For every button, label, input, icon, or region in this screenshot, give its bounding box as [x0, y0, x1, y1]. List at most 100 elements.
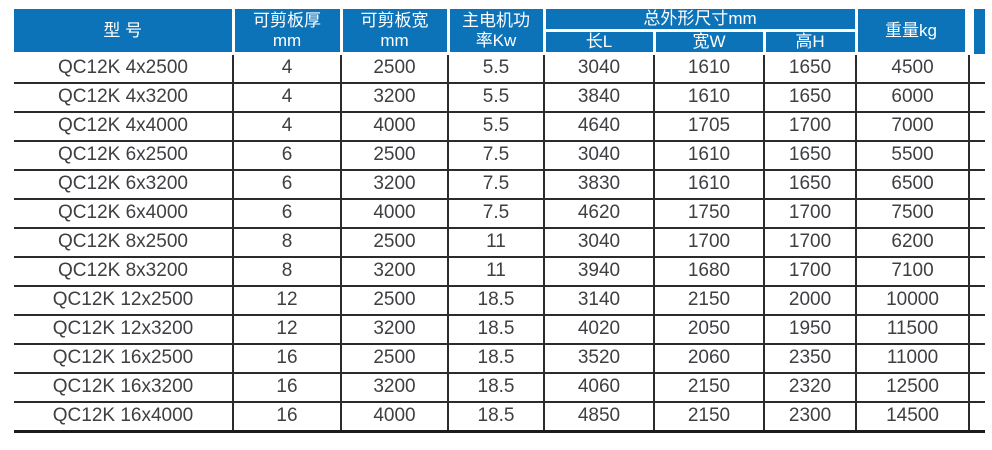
cell-thickness: 16 — [232, 402, 342, 433]
header-dimensions-group: 总外形尺寸mm — [542, 9, 858, 32]
spec-table: 型 号 可剪板厚 mm 可剪板宽 mm 主电机功 率Kw 总外形尺寸mm 重量k… — [14, 9, 986, 433]
cell-edge — [969, 199, 986, 229]
header-thickness-line1: 可剪板厚 — [253, 10, 321, 30]
cell-dim-height: 2350 — [762, 344, 858, 374]
cell-weight: 7100 — [855, 257, 971, 287]
header-edge-stripe — [964, 9, 986, 54]
cell-thickness: 16 — [232, 344, 342, 374]
cell-weight: 5500 — [855, 141, 971, 171]
page: 型 号 可剪板厚 mm 可剪板宽 mm 主电机功 率Kw 总外形尺寸mm 重量k… — [14, 9, 986, 433]
cell-dim-height: 1650 — [762, 83, 858, 113]
cell-model: QC12K 4x3200 — [14, 83, 234, 113]
cell-weight: 14500 — [855, 402, 971, 433]
cell-weight: 11000 — [855, 344, 971, 374]
cell-edge — [969, 170, 986, 200]
cell-dim-width: 2150 — [653, 373, 765, 403]
cell-dim-length: 3040 — [543, 53, 655, 84]
cell-edge — [969, 83, 986, 113]
table-row: QC12K 6x4000 6 4000 7.5 4620 1750 1700 7… — [14, 199, 986, 229]
header-power-line1: 主电机功 — [462, 10, 530, 30]
cell-edge — [969, 141, 986, 171]
header-row-sub: 长L 宽W 高H — [14, 29, 985, 55]
cell-dim-length: 4850 — [543, 402, 655, 433]
table-row: QC12K 4x2500 4 2500 5.5 3040 1610 1650 4… — [14, 53, 986, 84]
cell-width: 2500 — [340, 344, 449, 374]
cell-power: 5.5 — [447, 112, 545, 142]
cell-model: QC12K 6x2500 — [14, 141, 234, 171]
cell-weight: 11500 — [855, 315, 971, 345]
cell-width: 3200 — [340, 83, 449, 113]
cell-model: QC12K 4x4000 — [14, 112, 234, 142]
cell-power: 18.5 — [447, 373, 545, 403]
cell-power: 18.5 — [447, 344, 545, 374]
cell-width: 3200 — [340, 373, 449, 403]
cell-thickness: 4 — [232, 53, 342, 84]
cell-dim-height: 1700 — [762, 112, 858, 142]
cell-weight: 4500 — [855, 53, 971, 84]
cell-dim-height: 1700 — [762, 228, 858, 258]
cell-edge — [969, 257, 986, 287]
cell-dim-width: 1700 — [653, 228, 765, 258]
cell-width: 2500 — [340, 286, 449, 316]
cell-thickness: 6 — [232, 141, 342, 171]
cell-thickness: 6 — [232, 199, 342, 229]
cell-width: 2500 — [340, 141, 449, 171]
table-row: QC12K 6x3200 6 3200 7.5 3830 1610 1650 6… — [14, 170, 986, 200]
table-row: QC12K 8x2500 8 2500 11 3040 1700 1700 62… — [14, 228, 986, 258]
cell-dim-width: 2060 — [653, 344, 765, 374]
cell-model: QC12K 6x3200 — [14, 170, 234, 200]
cell-dim-length: 4060 — [543, 373, 655, 403]
cell-dim-length: 4620 — [543, 199, 655, 229]
cell-model: QC12K 16x4000 — [14, 402, 234, 433]
cell-dim-width: 1750 — [653, 199, 765, 229]
table-row: QC12K 4x4000 4 4000 5.5 4640 1705 1700 7… — [14, 112, 986, 142]
cell-model: QC12K 16x2500 — [14, 344, 234, 374]
cell-model: QC12K 8x3200 — [14, 257, 234, 287]
cell-thickness: 8 — [232, 228, 342, 258]
cell-dim-height: 1950 — [762, 315, 858, 345]
cell-model: QC12K 12x2500 — [14, 286, 234, 316]
table-row: QC12K 12x2500 12 2500 18.5 3140 2150 200… — [14, 286, 986, 316]
cell-width: 4000 — [340, 402, 449, 433]
cell-edge — [969, 402, 986, 433]
cell-thickness: 12 — [232, 286, 342, 316]
cell-dim-height: 1650 — [762, 170, 858, 200]
cell-dim-height: 1700 — [762, 199, 858, 229]
cell-width: 3200 — [340, 315, 449, 345]
cell-thickness: 6 — [232, 170, 342, 200]
cell-power: 7.5 — [447, 199, 545, 229]
cell-edge — [969, 344, 986, 374]
cell-dim-length: 4020 — [543, 315, 655, 345]
cell-edge — [969, 286, 986, 316]
cell-width: 3200 — [340, 257, 449, 287]
cell-weight: 12500 — [855, 373, 971, 403]
cell-power: 7.5 — [447, 170, 545, 200]
cell-power: 18.5 — [447, 402, 545, 433]
cell-dim-length: 3520 — [543, 344, 655, 374]
cell-dim-width: 1610 — [653, 141, 765, 171]
cell-model: QC12K 8x2500 — [14, 228, 234, 258]
table-body: QC12K 4x2500 4 2500 5.5 3040 1610 1650 4… — [14, 53, 986, 433]
cell-weight: 6200 — [855, 228, 971, 258]
cell-dim-width: 2150 — [653, 402, 765, 433]
cell-dim-length: 3830 — [543, 170, 655, 200]
cell-thickness: 16 — [232, 373, 342, 403]
cell-dim-height: 2300 — [762, 402, 858, 433]
cell-dim-length: 3040 — [543, 141, 655, 171]
cell-dim-height: 2000 — [762, 286, 858, 316]
header-width-line1: 可剪板宽 — [360, 10, 429, 30]
header-power: 主电机功 率Kw — [446, 9, 546, 55]
cell-width: 2500 — [340, 53, 449, 84]
table-row: QC12K 8x3200 8 3200 11 3940 1680 1700 71… — [14, 257, 986, 287]
cell-thickness: 12 — [232, 315, 342, 345]
cell-dim-width: 1610 — [653, 83, 765, 113]
cell-weight: 7000 — [855, 112, 971, 142]
cell-dim-height: 1650 — [762, 53, 858, 84]
table-row: QC12K 6x2500 6 2500 7.5 3040 1610 1650 5… — [14, 141, 986, 171]
cell-dim-width: 1705 — [653, 112, 765, 142]
cell-dim-length: 4640 — [543, 112, 655, 142]
cell-dim-length: 3840 — [543, 83, 655, 113]
cell-power: 11 — [447, 257, 545, 287]
cell-model: QC12K 12x3200 — [14, 315, 234, 345]
cell-width: 2500 — [340, 228, 449, 258]
